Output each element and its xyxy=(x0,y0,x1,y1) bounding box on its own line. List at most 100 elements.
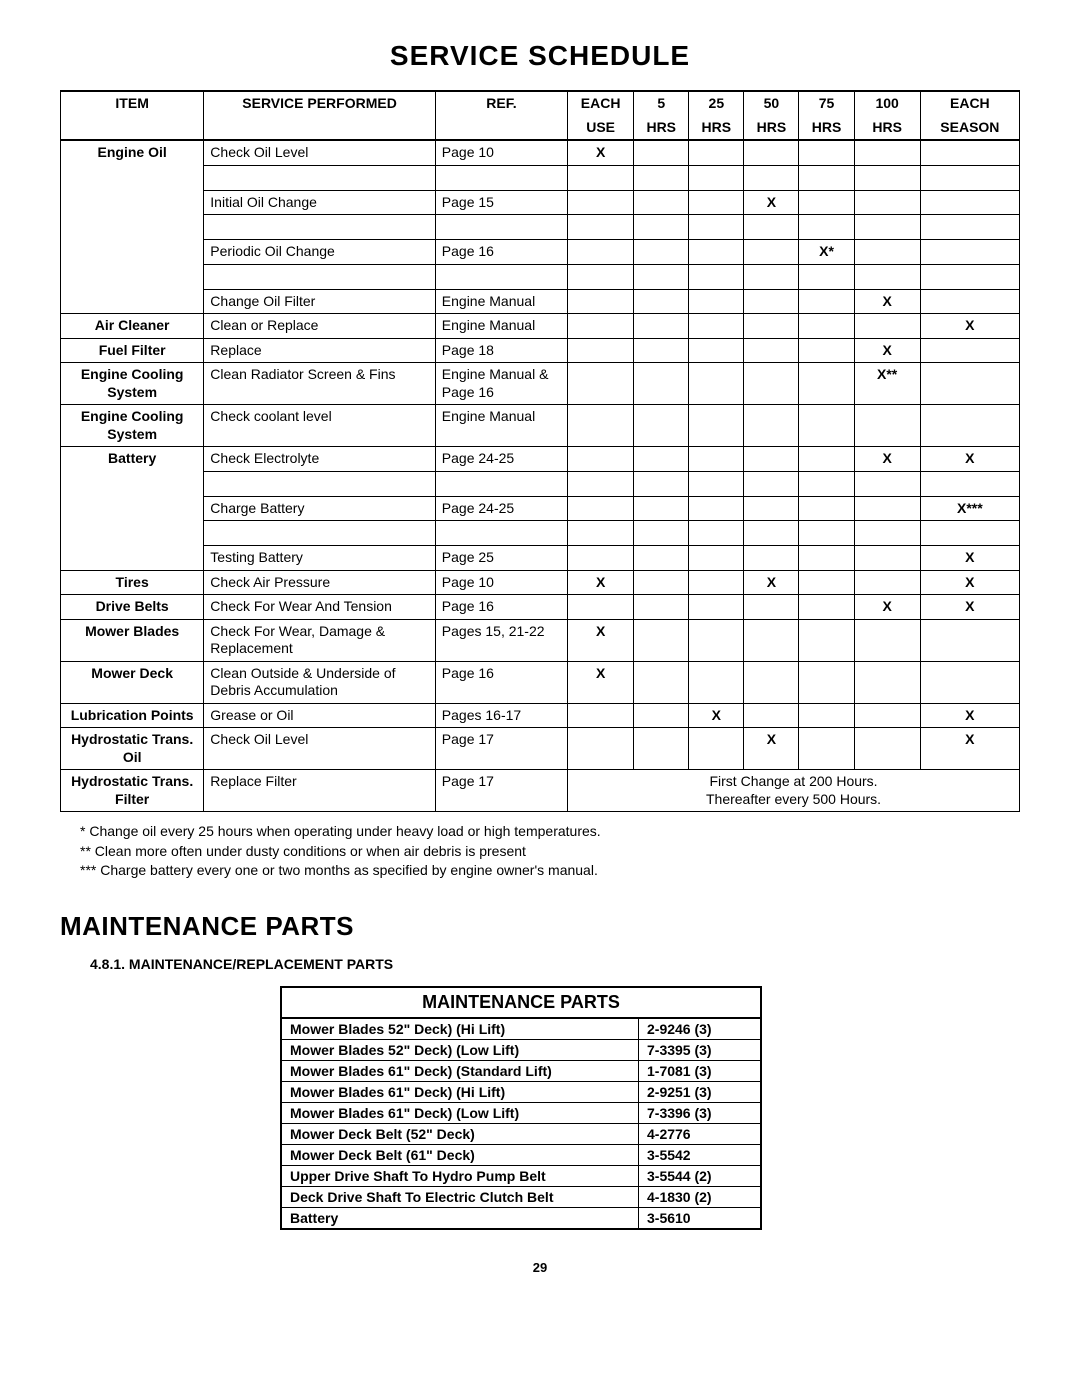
ref-cell: Pages 16-17 xyxy=(435,703,567,728)
mark-cell xyxy=(634,447,689,472)
mark-cell xyxy=(689,728,744,770)
service-cell: Check Electrolyte xyxy=(204,447,435,472)
note-cell: First Change at 200 Hours. Thereafter ev… xyxy=(568,770,1020,812)
service-cell: Periodic Oil Change xyxy=(204,240,435,265)
th-5-bot: HRS xyxy=(634,116,689,141)
mark-cell xyxy=(568,338,634,363)
mark-cell xyxy=(689,190,744,215)
ref-cell: Page 24-25 xyxy=(435,447,567,472)
part-number: 7-3396 (3) xyxy=(639,1102,762,1123)
mark-cell xyxy=(634,289,689,314)
mark-cell xyxy=(634,661,689,703)
mark-cell: X xyxy=(689,703,744,728)
th-season-bot: SEASON xyxy=(920,116,1019,141)
footnote-line: * Change oil every 25 hours when operati… xyxy=(80,822,1020,842)
mark-cell: X xyxy=(744,190,799,215)
mark-cell: X xyxy=(920,703,1019,728)
mark-cell xyxy=(568,363,634,405)
th-75-top: 75 xyxy=(799,91,854,116)
part-name: Mower Blades 61" Deck) (Standard Lift) xyxy=(281,1060,639,1081)
ref-cell: Engine Manual & Page 16 xyxy=(435,363,567,405)
th-use-top: EACH xyxy=(568,91,634,116)
service-cell: Charge Battery xyxy=(204,496,435,521)
parts-row: Mower Blades 52" Deck) (Low Lift)7-3395 … xyxy=(281,1039,761,1060)
mark-cell: X*** xyxy=(920,496,1019,521)
mark-cell xyxy=(568,405,634,447)
part-name: Upper Drive Shaft To Hydro Pump Belt xyxy=(281,1165,639,1186)
service-cell: Replace Filter xyxy=(204,770,435,812)
item-cell: Air Cleaner xyxy=(61,314,204,339)
mark-cell xyxy=(689,496,744,521)
mark-cell xyxy=(920,363,1019,405)
mark-cell xyxy=(634,190,689,215)
service-cell: Testing Battery xyxy=(204,546,435,571)
mark-cell xyxy=(689,314,744,339)
mark-cell xyxy=(568,190,634,215)
service-cell: Check Air Pressure xyxy=(204,570,435,595)
part-name: Mower Deck Belt (52" Deck) xyxy=(281,1123,639,1144)
mark-cell: X xyxy=(920,546,1019,571)
mark-cell xyxy=(634,496,689,521)
mark-cell: X xyxy=(568,140,634,165)
parts-table-title: MAINTENANCE PARTS xyxy=(281,987,761,1018)
item-cell: Engine Oil xyxy=(61,140,204,314)
service-cell: Clean Radiator Screen & Fins xyxy=(204,363,435,405)
mark-cell xyxy=(920,289,1019,314)
ref-cell: Page 17 xyxy=(435,770,567,812)
mark-cell xyxy=(854,405,920,447)
service-cell: Check For Wear, Damage & Replacement xyxy=(204,619,435,661)
ref-cell: Page 16 xyxy=(435,240,567,265)
mark-cell xyxy=(744,661,799,703)
mark-cell xyxy=(799,595,854,620)
part-name: Battery xyxy=(281,1207,639,1229)
part-name: Mower Blades 61" Deck) (Low Lift) xyxy=(281,1102,639,1123)
parts-row: Upper Drive Shaft To Hydro Pump Belt3-55… xyxy=(281,1165,761,1186)
mark-cell: X xyxy=(920,595,1019,620)
part-number: 3-5542 xyxy=(639,1144,762,1165)
mark-cell xyxy=(854,661,920,703)
item-cell: Hydrostatic Trans. Filter xyxy=(61,770,204,812)
mark-cell xyxy=(634,363,689,405)
mark-cell xyxy=(568,496,634,521)
mark-cell xyxy=(854,496,920,521)
mark-cell xyxy=(568,240,634,265)
footnote-line: *** Charge battery every one or two mont… xyxy=(80,861,1020,881)
parts-row: Mower Deck Belt (61" Deck)3-5542 xyxy=(281,1144,761,1165)
parts-row: Battery3-5610 xyxy=(281,1207,761,1229)
ref-cell: Page 10 xyxy=(435,140,567,165)
mark-cell xyxy=(634,619,689,661)
mark-cell xyxy=(744,546,799,571)
mark-cell: X xyxy=(920,728,1019,770)
mark-cell xyxy=(744,703,799,728)
th-100-top: 100 xyxy=(854,91,920,116)
mark-cell xyxy=(634,405,689,447)
mark-cell xyxy=(920,619,1019,661)
ref-cell: Page 10 xyxy=(435,570,567,595)
mark-cell: X* xyxy=(799,240,854,265)
service-cell: Check coolant level xyxy=(204,405,435,447)
mark-cell xyxy=(744,289,799,314)
mark-cell xyxy=(854,140,920,165)
page-number: 29 xyxy=(60,1260,1020,1275)
parts-row: Mower Deck Belt (52" Deck)4-2776 xyxy=(281,1123,761,1144)
service-cell: Grease or Oil xyxy=(204,703,435,728)
mark-cell xyxy=(744,595,799,620)
mark-cell xyxy=(689,140,744,165)
item-cell: Engine Cooling System xyxy=(61,405,204,447)
parts-row: Mower Blades 61" Deck) (Low Lift)7-3396 … xyxy=(281,1102,761,1123)
service-cell: Initial Oil Change xyxy=(204,190,435,215)
item-cell: Drive Belts xyxy=(61,595,204,620)
mark-cell xyxy=(744,363,799,405)
mark-cell xyxy=(689,240,744,265)
item-cell: Tires xyxy=(61,570,204,595)
mark-cell xyxy=(634,595,689,620)
mark-cell xyxy=(744,405,799,447)
mark-cell xyxy=(744,338,799,363)
mark-cell xyxy=(568,728,634,770)
mark-cell xyxy=(689,595,744,620)
part-number: 7-3395 (3) xyxy=(639,1039,762,1060)
mark-cell xyxy=(799,570,854,595)
service-cell: Check Oil Level xyxy=(204,140,435,165)
mark-cell: X xyxy=(568,661,634,703)
service-cell: Replace xyxy=(204,338,435,363)
